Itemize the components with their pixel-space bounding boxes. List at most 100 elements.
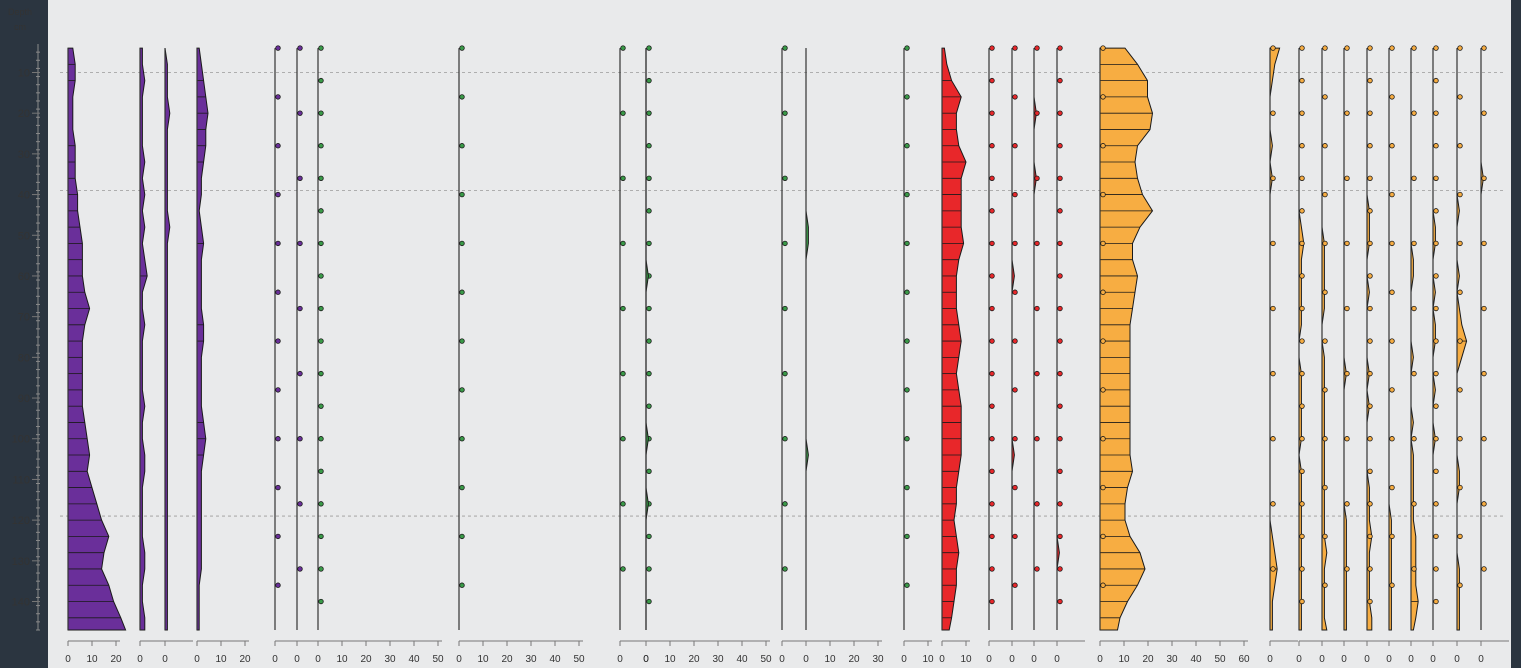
sample-marker	[318, 533, 324, 540]
sample-marker	[1411, 110, 1417, 116]
sample-marker	[318, 273, 324, 279]
column-tick-row: 0 10 20 30	[803, 640, 884, 665]
sample-marker	[1100, 387, 1106, 393]
column-tick-label: 0	[456, 654, 462, 665]
sample-marker	[1012, 387, 1018, 393]
column-tick-row: 0 10 20 30 40 50	[456, 640, 585, 665]
sample-marker	[782, 240, 788, 247]
sample-marker	[1057, 45, 1063, 51]
column-tick-label: 20	[848, 654, 860, 665]
sample-marker	[620, 175, 626, 181]
sample-marker	[646, 77, 652, 84]
sample-marker	[1389, 143, 1395, 149]
column-tick-label: 0	[986, 654, 992, 665]
column-tick-label: 30	[872, 654, 884, 665]
sample-marker	[1299, 533, 1305, 540]
depth-tick-label: 40	[18, 190, 30, 202]
column-tick-row: 0	[1454, 640, 1485, 665]
sample-marker	[459, 436, 465, 442]
column-tick-label: 0	[315, 654, 321, 665]
column-tick-label: 0	[617, 654, 623, 665]
column-tick-label: 20	[360, 654, 372, 665]
sample-marker	[1057, 240, 1063, 247]
sample-marker	[1457, 240, 1463, 247]
sample-marker	[1433, 370, 1439, 377]
sample-marker	[275, 582, 281, 588]
sample-marker	[1389, 387, 1395, 393]
column-tick-label: 0	[1031, 654, 1037, 665]
depth-axis: 10 20 30 40 50 60 70 80 90 100 110 120 130 140	[12, 44, 40, 631]
sample-marker	[1322, 94, 1328, 100]
sample-marker	[782, 370, 788, 377]
profile-column-9: 0	[617, 45, 648, 665]
sample-marker	[1270, 566, 1276, 572]
profile-column-14: 0 10	[901, 45, 934, 665]
sample-marker	[1367, 143, 1373, 149]
depth-tick-label: 60	[18, 271, 30, 283]
column-tick-label: 0	[294, 654, 300, 665]
sample-marker	[318, 208, 324, 214]
sample-marker	[1322, 533, 1328, 540]
sample-marker	[297, 110, 303, 116]
sample-marker	[1034, 436, 1040, 442]
sample-marker	[1367, 468, 1373, 474]
sample-marker	[1270, 45, 1276, 51]
sample-marker	[1034, 305, 1040, 312]
sample-marker	[989, 533, 995, 540]
sample-marker	[318, 598, 324, 605]
sample-marker	[1034, 240, 1040, 247]
profile-column-16: 0	[986, 45, 1017, 665]
sample-marker	[1270, 110, 1276, 116]
sample-marker	[297, 175, 303, 181]
column-tick-label: 0	[1364, 654, 1370, 665]
sample-marker	[1433, 501, 1439, 507]
sample-marker	[1299, 240, 1305, 247]
column-tick-label: 10	[664, 654, 676, 665]
column-tick-label: 0	[779, 654, 785, 665]
sample-marker	[318, 436, 324, 442]
sample-marker	[620, 370, 626, 377]
sample-marker	[1367, 338, 1373, 344]
profile-columns: 0 10 20 0 0 0 10 20 0 0 0 10 20 30 40 50 0 10 20 30 40 50 0 0 0 1…	[65, 45, 1509, 665]
sample-marker	[1299, 45, 1305, 51]
column-tick-label: 0	[1296, 654, 1302, 665]
sample-marker	[904, 338, 910, 344]
sample-marker	[1367, 240, 1373, 247]
depth-tick-label: 130	[12, 556, 30, 568]
sample-marker	[1270, 305, 1276, 312]
depth-tick-label: 20	[18, 108, 30, 120]
sample-marker	[1322, 436, 1328, 442]
column-tick-label: 0	[1408, 654, 1414, 665]
column-tick-label: 40	[408, 654, 420, 665]
sample-marker	[318, 77, 324, 84]
column-tick-label: 0	[1386, 654, 1392, 665]
column-tick-row: 0	[617, 640, 648, 665]
sample-marker	[1322, 484, 1328, 491]
sample-marker	[459, 338, 465, 344]
profile-column-17: 0	[1009, 45, 1040, 665]
sample-marker	[1389, 191, 1395, 198]
sample-marker	[1100, 338, 1106, 344]
sample-marker	[1299, 143, 1305, 149]
column-tick-row: 0 10	[939, 640, 972, 665]
sample-marker	[1457, 582, 1463, 588]
sample-marker	[1367, 533, 1373, 540]
sample-marker	[1367, 175, 1373, 181]
sample-marker	[1481, 175, 1487, 181]
profile-column-21: 0	[1267, 45, 1298, 665]
sample-marker	[1344, 305, 1350, 312]
sample-marker	[1299, 566, 1305, 572]
sample-marker	[904, 533, 910, 540]
sample-marker	[1367, 208, 1373, 214]
profile-area	[1410, 48, 1419, 631]
sample-marker	[1344, 45, 1350, 51]
sample-marker	[1100, 582, 1106, 588]
sample-marker	[1299, 370, 1305, 377]
sample-marker	[459, 143, 465, 149]
sample-marker	[459, 94, 465, 100]
sample-marker	[1389, 94, 1395, 100]
sample-marker	[1299, 403, 1305, 409]
sample-marker	[459, 582, 465, 588]
column-tick-label: 0	[643, 654, 649, 665]
